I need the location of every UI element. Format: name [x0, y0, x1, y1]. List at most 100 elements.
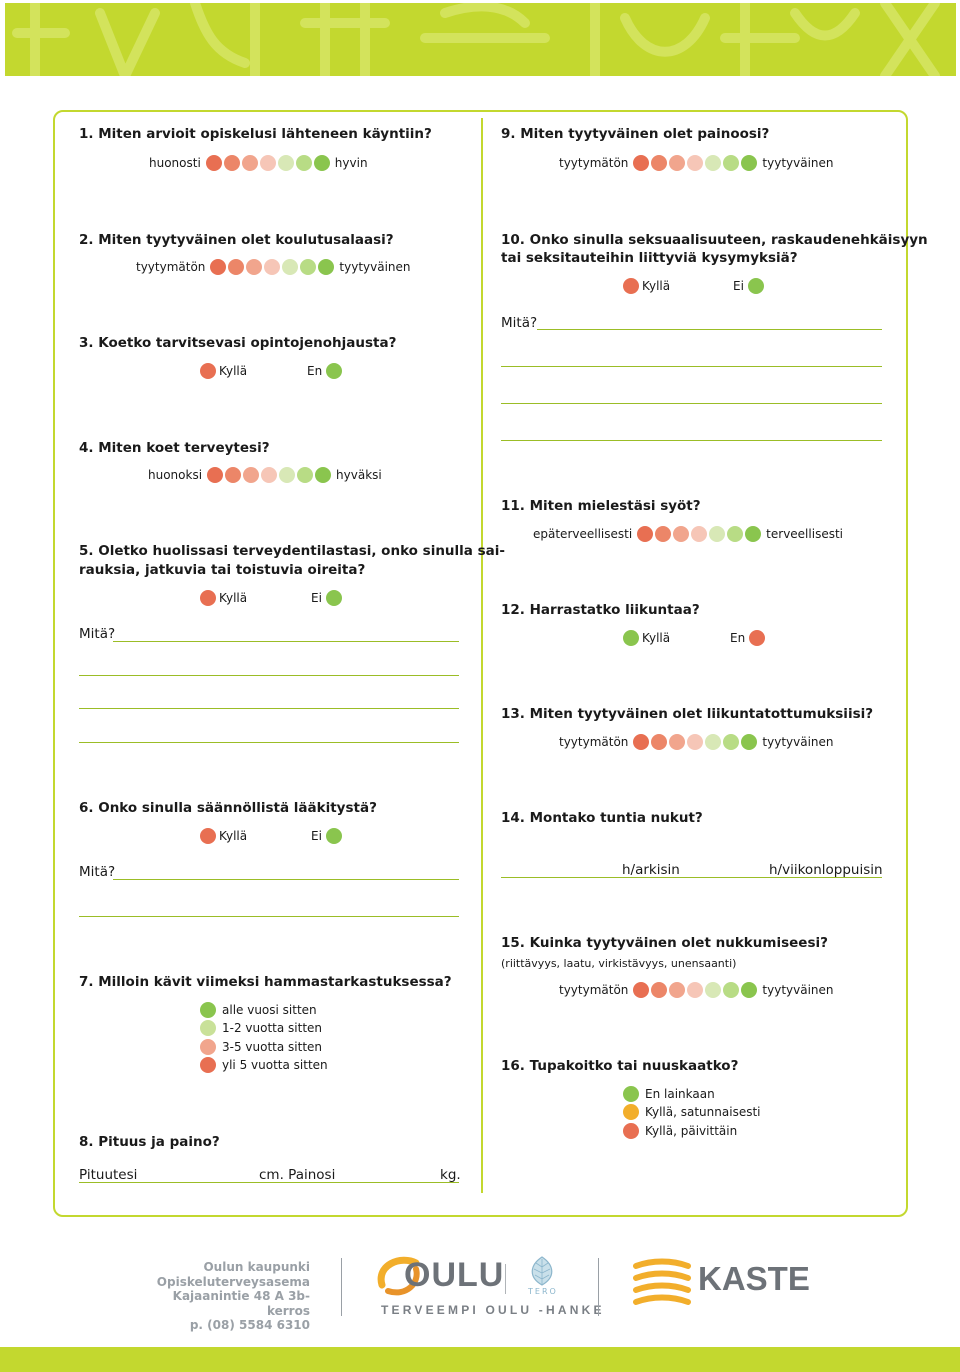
- q7-option-2-label: 1-2 vuotta sitten: [222, 1021, 323, 1035]
- q3-yes-option[interactable]: [200, 363, 216, 379]
- q1-option-5[interactable]: [277, 155, 294, 171]
- q11-option-1[interactable]: [637, 526, 654, 542]
- q7-option-1[interactable]: alle vuosi sitten: [200, 1002, 317, 1018]
- q4-option-2[interactable]: [225, 467, 242, 483]
- q4-high-label: hyväksi: [336, 468, 382, 482]
- q2-low-label: tyytymätön: [136, 260, 206, 274]
- q11-option-5[interactable]: [709, 526, 726, 542]
- q7-option-4[interactable]: yli 5 vuotta sitten: [200, 1057, 328, 1073]
- q12-yes-label: Kyllä: [642, 631, 671, 645]
- q5-answer-line-2[interactable]: [79, 675, 459, 676]
- q11-option-3[interactable]: [673, 526, 690, 542]
- q2-option-3[interactable]: [246, 259, 263, 275]
- q10-yes-option[interactable]: [623, 278, 639, 294]
- q13-option-7[interactable]: [741, 734, 758, 750]
- q16-option-3-radio[interactable]: [623, 1123, 639, 1139]
- q15-option-4[interactable]: [687, 982, 704, 998]
- q10-answer-line-3[interactable]: [501, 403, 882, 404]
- q7-option-3[interactable]: 3-5 vuotta sitten: [200, 1039, 322, 1055]
- q11-option-7[interactable]: [745, 526, 762, 542]
- q1-option-2[interactable]: [223, 155, 240, 171]
- q5-title-line2: rauksia, jatkuvia tai toistuvia oireita?: [79, 562, 366, 578]
- q10-answer-line-1[interactable]: [537, 329, 882, 330]
- q13-option-3[interactable]: [669, 734, 686, 750]
- q12-no-option[interactable]: [749, 630, 765, 646]
- q3-no-option[interactable]: [326, 363, 342, 379]
- q13-high-label: tyytyväinen: [762, 735, 834, 749]
- q1-option-1[interactable]: [205, 155, 222, 171]
- q14-weekday-label: h/arkisin: [622, 862, 680, 878]
- q11-option-2[interactable]: [655, 526, 672, 542]
- q13-option-6[interactable]: [723, 734, 740, 750]
- q1-option-3[interactable]: [241, 155, 258, 171]
- q2-option-6[interactable]: [300, 259, 317, 275]
- q10-no-option[interactable]: [748, 278, 764, 294]
- q4-option-5[interactable]: [279, 467, 296, 483]
- q2-option-1[interactable]: [210, 259, 227, 275]
- q4-option-1[interactable]: [207, 467, 224, 483]
- q7-option-4-radio[interactable]: [200, 1057, 216, 1073]
- q8-answer-line[interactable]: [79, 1182, 459, 1183]
- q4-option-4[interactable]: [261, 467, 278, 483]
- q15-option-1[interactable]: [633, 982, 650, 998]
- q11-scale: epäterveellisesti terveellisesti: [533, 526, 843, 542]
- q12-no-label: En: [730, 631, 746, 645]
- q10-what-label: Mitä?: [501, 315, 538, 331]
- q16-title: 16. Tupakoitko tai nuuskaatko?: [501, 1058, 739, 1074]
- q16-option-3[interactable]: Kyllä, päivittäin: [623, 1123, 737, 1139]
- q11-option-6[interactable]: [727, 526, 744, 542]
- q9-option-2[interactable]: [651, 155, 668, 171]
- q13-low-label: tyytymätön: [559, 735, 629, 749]
- q9-option-5[interactable]: [705, 155, 722, 171]
- q15-scale: tyytymätön tyytyväinen: [559, 982, 834, 998]
- q14-answer-line[interactable]: [501, 877, 882, 878]
- q2-option-5[interactable]: [282, 259, 299, 275]
- q6-no-option[interactable]: [326, 828, 342, 844]
- q5-answer-line-4[interactable]: [79, 742, 459, 743]
- q16-option-2-radio[interactable]: [623, 1104, 639, 1120]
- q13-option-5[interactable]: [705, 734, 722, 750]
- q13-option-1[interactable]: [633, 734, 650, 750]
- q12-yes-option[interactable]: [623, 630, 639, 646]
- q4-option-6[interactable]: [297, 467, 314, 483]
- q7-option-1-radio[interactable]: [200, 1002, 216, 1018]
- q1-option-7[interactable]: [313, 155, 330, 171]
- q16-option-2[interactable]: Kyllä, satunnaisesti: [623, 1104, 761, 1120]
- q2-option-7[interactable]: [318, 259, 335, 275]
- q4-scale: huonoksi hyväksi: [148, 467, 382, 483]
- q7-option-3-radio[interactable]: [200, 1039, 216, 1055]
- q9-option-7[interactable]: [741, 155, 758, 171]
- q5-answer-line-1[interactable]: [113, 641, 459, 642]
- q15-option-5[interactable]: [705, 982, 722, 998]
- q6-answer-line-2[interactable]: [79, 916, 459, 917]
- q9-option-4[interactable]: [687, 155, 704, 171]
- q10-answer-line-2[interactable]: [501, 366, 882, 367]
- q2-option-2[interactable]: [228, 259, 245, 275]
- q1-option-4[interactable]: [259, 155, 276, 171]
- q16-option-1-radio[interactable]: [623, 1086, 639, 1102]
- q9-option-6[interactable]: [723, 155, 740, 171]
- q16-option-1[interactable]: En lainkaan: [623, 1086, 715, 1102]
- q11-option-4[interactable]: [691, 526, 708, 542]
- q6-yes-option[interactable]: [200, 828, 216, 844]
- q15-option-7[interactable]: [741, 982, 758, 998]
- q4-option-3[interactable]: [243, 467, 260, 483]
- q4-option-7[interactable]: [315, 467, 332, 483]
- q15-option-3[interactable]: [669, 982, 686, 998]
- q5-no-option[interactable]: [326, 590, 342, 606]
- q10-answer-line-4[interactable]: [501, 440, 882, 441]
- q6-answer-line-1[interactable]: [113, 879, 459, 880]
- q13-option-2[interactable]: [651, 734, 668, 750]
- q13-option-4[interactable]: [687, 734, 704, 750]
- q15-option-2[interactable]: [651, 982, 668, 998]
- q9-option-3[interactable]: [669, 155, 686, 171]
- q3-yes-label: Kyllä: [219, 364, 248, 378]
- q2-option-4[interactable]: [264, 259, 281, 275]
- q5-yes-option[interactable]: [200, 590, 216, 606]
- q1-option-6[interactable]: [295, 155, 312, 171]
- q15-option-6[interactable]: [723, 982, 740, 998]
- q7-option-2[interactable]: 1-2 vuotta sitten: [200, 1020, 322, 1036]
- q5-answer-line-3[interactable]: [79, 708, 459, 709]
- q7-option-2-radio[interactable]: [200, 1020, 216, 1036]
- q9-option-1[interactable]: [633, 155, 650, 171]
